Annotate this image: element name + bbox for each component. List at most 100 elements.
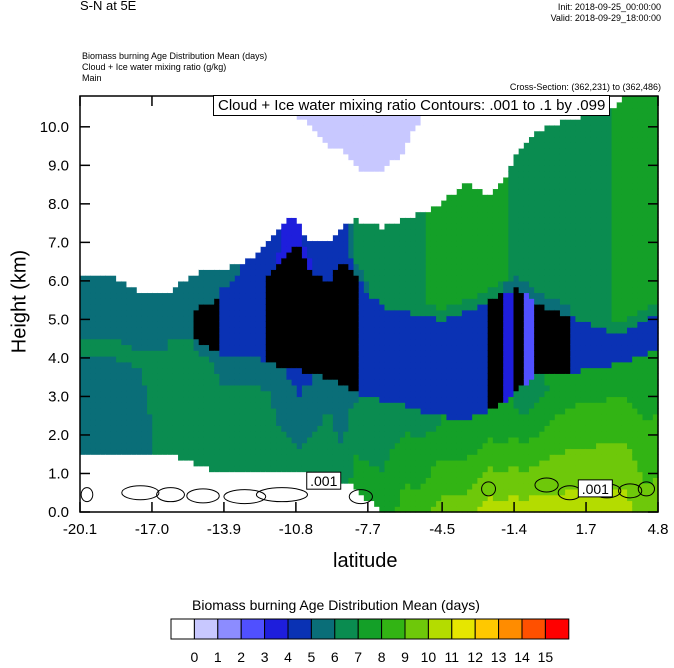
heatmap-cell [95,148,102,155]
heatmap-cell [250,431,257,438]
heatmap-cell [126,309,133,317]
heatmap-cell [126,269,133,276]
heatmap-cell [224,153,231,161]
heatmap-cell [85,292,91,299]
heatmap-cell [162,257,169,265]
heatmap-cell [157,269,164,276]
heatmap-cell [157,379,164,386]
heatmap-cell [281,494,288,502]
heatmap-cell [281,425,288,432]
heatmap-cell [219,332,226,340]
heatmap-cell [405,286,411,294]
heatmap-cell [389,304,396,311]
heatmap-cell [198,292,205,299]
heatmap-cell [110,367,117,374]
heatmap-cell [358,211,365,218]
heatmap-cell [203,223,210,230]
heatmap-cell [291,465,298,473]
heatmap-cell [286,454,293,461]
heatmap-cell [178,263,184,270]
heatmap-cell [425,454,432,461]
heatmap-cell [363,419,370,426]
heatmap-cell [167,506,174,513]
heatmap-cell [255,361,262,369]
heatmap-cell [281,506,288,513]
heatmap-cell [162,390,169,398]
heatmap-cell [152,257,159,265]
heatmap-cell [183,194,189,201]
heatmap-cell [167,240,174,247]
heatmap-cell [369,315,375,322]
heatmap-cell [394,240,401,247]
heatmap-cell [183,130,189,138]
heatmap-cell [95,477,102,484]
heatmap-cell [209,356,215,363]
heatmap-cell [405,431,411,438]
heatmap-cell [358,252,365,259]
heatmap-cell [363,431,370,438]
heatmap-cell [250,148,257,155]
heatmap-cell [229,142,236,149]
heatmap-cell [332,159,339,166]
heatmap-cell [147,373,153,380]
heatmap-cell [245,223,251,230]
heatmap-cell [198,361,205,369]
heatmap-cell [322,263,329,270]
heatmap-cell [265,460,272,467]
heatmap-cell [389,454,396,461]
heatmap-cell [281,373,288,380]
heatmap-cell [265,465,272,473]
heatmap-cell [260,205,267,213]
heatmap-cell [384,488,391,496]
heatmap-cell [436,500,442,507]
heatmap-cell [229,396,236,403]
heatmap-cell [105,171,112,178]
heatmap-cell [209,373,215,380]
heatmap-cell [363,471,370,478]
heatmap-cell [369,136,375,143]
heatmap-cell [389,257,396,265]
heatmap-cell [172,269,179,276]
heatmap-cell [198,390,205,398]
heatmap-cell [209,321,215,328]
heatmap-cell [420,321,427,328]
heatmap-cell [188,246,195,253]
heatmap-cell [317,286,324,294]
heatmap-cell [291,431,298,438]
heatmap-cell [276,361,282,369]
heatmap-cell [116,488,122,496]
heatmap-cell [425,148,432,155]
heatmap-cell [384,506,391,513]
heatmap-cell [307,367,313,374]
heatmap-cell [430,332,437,340]
heatmap-cell [322,228,329,236]
heatmap-cell [394,448,401,455]
heatmap-cell [110,280,117,288]
heatmap-cell [214,442,220,450]
heatmap-cell [312,275,318,282]
heatmap-cell [100,419,107,426]
heatmap-cell [430,257,437,265]
heatmap-cell [379,350,386,357]
heatmap-cell [394,217,401,224]
heatmap-cell [410,460,417,467]
heatmap-cell [214,182,220,190]
heatmap-cell [410,408,417,415]
heatmap-cell [105,367,112,374]
heatmap-cell [369,286,375,294]
heatmap-cell [193,442,200,450]
heatmap-cell [307,384,313,392]
heatmap-cell [245,228,251,236]
heatmap-cell [95,252,102,259]
heatmap-cell [126,483,133,490]
heatmap-cell [157,448,164,455]
heatmap-cell [80,165,86,172]
heatmap-cell [379,217,386,224]
heatmap-cell [317,396,324,403]
heatmap-cell [152,344,159,351]
heatmap-cell [312,142,318,149]
heatmap-cell [131,275,138,282]
heatmap-cell [358,373,365,380]
heatmap-cell [203,419,210,426]
heatmap-cell [203,101,210,109]
